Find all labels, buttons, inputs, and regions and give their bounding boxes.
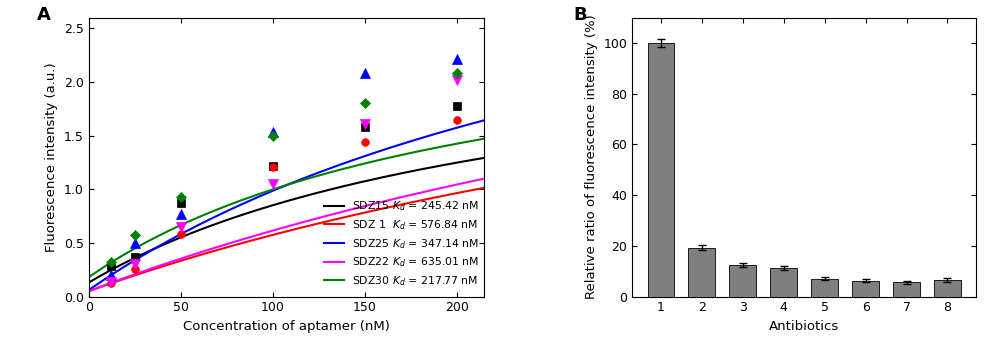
Text: B: B — [574, 6, 588, 24]
Bar — [648, 43, 674, 297]
Bar — [730, 265, 756, 297]
Y-axis label: Relative ratio of fluorescence intensity (%): Relative ratio of fluorescence intensity… — [585, 15, 598, 299]
Y-axis label: Fluorescence intensity (a.u.): Fluorescence intensity (a.u.) — [45, 62, 58, 252]
Bar — [893, 282, 920, 297]
Bar — [770, 268, 797, 297]
Text: A: A — [37, 6, 51, 24]
Bar — [934, 280, 960, 297]
Bar — [852, 281, 879, 297]
X-axis label: Concentration of aptamer (nM): Concentration of aptamer (nM) — [183, 320, 389, 333]
Legend: SDZ15 $K_d$ = 245.42 nM, SDZ 1  $K_d$ = 576.84 nM, SDZ25 $K_d$ = 347.14 nM, SDZ2: SDZ15 $K_d$ = 245.42 nM, SDZ 1 $K_d$ = 5… — [321, 196, 483, 291]
Bar — [688, 248, 715, 297]
X-axis label: Antibiotics: Antibiotics — [769, 320, 839, 333]
Bar — [811, 279, 838, 297]
